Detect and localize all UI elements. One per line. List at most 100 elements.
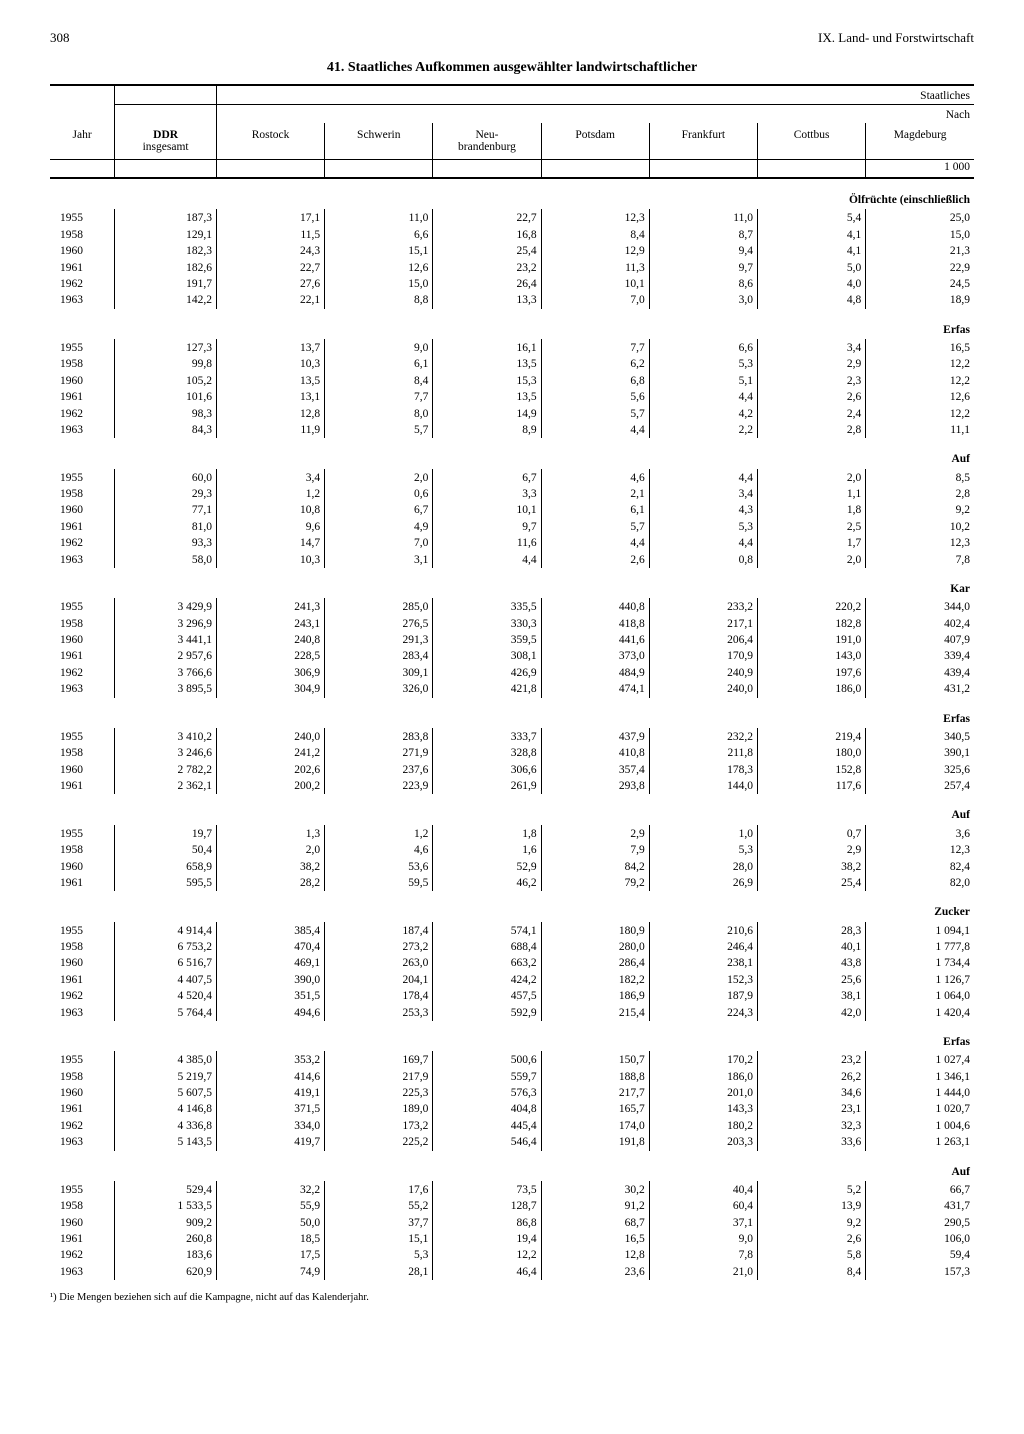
cell: 203,3 bbox=[649, 1134, 757, 1150]
cell: 1 777,8 bbox=[866, 939, 974, 955]
cell: 325,6 bbox=[866, 762, 974, 778]
cell: 6,2 bbox=[541, 356, 649, 372]
cell: 3 410,2 bbox=[115, 728, 217, 745]
cell: 1958 bbox=[50, 1198, 115, 1214]
cell: 17,1 bbox=[216, 209, 324, 226]
cell: 5,7 bbox=[541, 519, 649, 535]
cell: 283,4 bbox=[325, 648, 433, 664]
cell: 4,0 bbox=[757, 276, 865, 292]
cell: 2,0 bbox=[216, 842, 324, 858]
cell: 7,8 bbox=[866, 552, 974, 568]
section-label: Auf bbox=[50, 438, 974, 468]
cell: 165,7 bbox=[541, 1101, 649, 1117]
cell: 1 126,7 bbox=[866, 972, 974, 988]
cell: 23,6 bbox=[541, 1264, 649, 1280]
col-magdeburg: Magdeburg bbox=[866, 123, 974, 160]
cell: 240,0 bbox=[216, 728, 324, 745]
cell: 13,3 bbox=[433, 292, 541, 308]
cell: 21,3 bbox=[866, 243, 974, 259]
table-row: 1962191,727,615,026,410,18,64,024,5 bbox=[50, 276, 974, 292]
cell: 170,9 bbox=[649, 648, 757, 664]
cell: 333,7 bbox=[433, 728, 541, 745]
cell: 1955 bbox=[50, 728, 115, 745]
cell: 8,0 bbox=[325, 406, 433, 422]
cell: 2,5 bbox=[757, 519, 865, 535]
section-label: Erfas bbox=[50, 309, 974, 339]
cell: 15,3 bbox=[433, 373, 541, 389]
cell: 339,4 bbox=[866, 648, 974, 664]
cell: 217,7 bbox=[541, 1085, 649, 1101]
cell: 16,5 bbox=[866, 339, 974, 356]
cell: 3 895,5 bbox=[115, 681, 217, 697]
table-row: 19554 385,0353,2169,7500,6150,7170,223,2… bbox=[50, 1051, 974, 1068]
cell: 23,2 bbox=[757, 1051, 865, 1068]
cell: 24,5 bbox=[866, 276, 974, 292]
cell: 371,5 bbox=[216, 1101, 324, 1117]
cell: 3,4 bbox=[216, 469, 324, 486]
table-row: 1963620,974,928,146,423,621,08,4157,3 bbox=[50, 1264, 974, 1280]
cell: 241,3 bbox=[216, 598, 324, 615]
cell: 1 734,4 bbox=[866, 955, 974, 971]
cell: 186,0 bbox=[649, 1069, 757, 1085]
cell: 474,1 bbox=[541, 681, 649, 697]
data-table: Staatliches Nach Jahr DDRinsgesamt Rosto… bbox=[50, 84, 974, 1280]
cell: 16,5 bbox=[541, 1231, 649, 1247]
cell: 22,7 bbox=[433, 209, 541, 226]
cell: 1955 bbox=[50, 339, 115, 356]
cell: 9,2 bbox=[866, 502, 974, 518]
cell: 200,2 bbox=[216, 778, 324, 794]
cell: 559,7 bbox=[433, 1069, 541, 1085]
cell: 12,6 bbox=[325, 260, 433, 276]
table-row: 19553 429,9241,3285,0335,5440,8233,2220,… bbox=[50, 598, 974, 615]
cell: 359,5 bbox=[433, 632, 541, 648]
cell: 6,1 bbox=[541, 502, 649, 518]
cell: 27,6 bbox=[216, 276, 324, 292]
cell: 1,8 bbox=[757, 502, 865, 518]
cell: 188,8 bbox=[541, 1069, 649, 1085]
cell: 55,2 bbox=[325, 1198, 433, 1214]
cell: 9,7 bbox=[433, 519, 541, 535]
cell: 5,3 bbox=[649, 519, 757, 535]
cell: 144,0 bbox=[649, 778, 757, 794]
cell: 12,8 bbox=[216, 406, 324, 422]
table-row: 19554 914,4385,4187,4574,1180,9210,628,3… bbox=[50, 922, 974, 939]
cell: 241,2 bbox=[216, 745, 324, 761]
cell: 1960 bbox=[50, 762, 115, 778]
table-row: 19585 219,7414,6217,9559,7188,8186,026,2… bbox=[50, 1069, 974, 1085]
table-row: 19614 407,5390,0204,1424,2182,2152,325,6… bbox=[50, 972, 974, 988]
cell: 186,0 bbox=[757, 681, 865, 697]
table-row: 195899,810,36,113,56,25,32,912,2 bbox=[50, 356, 974, 372]
cell: 5,2 bbox=[757, 1181, 865, 1198]
table-row: 19635 143,5419,7225,2546,4191,8203,333,6… bbox=[50, 1134, 974, 1150]
table-row: 1955127,313,79,016,17,76,63,416,5 bbox=[50, 339, 974, 356]
cell: 4 385,0 bbox=[115, 1051, 217, 1068]
cell: 6,6 bbox=[325, 227, 433, 243]
cell: 306,9 bbox=[216, 665, 324, 681]
cell: 688,4 bbox=[433, 939, 541, 955]
cell: 12,2 bbox=[433, 1247, 541, 1263]
cell: 13,1 bbox=[216, 389, 324, 405]
cell: 1958 bbox=[50, 356, 115, 372]
cell: 38,2 bbox=[757, 859, 865, 875]
cell: 86,8 bbox=[433, 1215, 541, 1231]
cell: 1960 bbox=[50, 859, 115, 875]
cell: 178,4 bbox=[325, 988, 433, 1004]
cell: 2 957,6 bbox=[115, 648, 217, 664]
table-row: 196077,110,86,710,16,14,31,89,2 bbox=[50, 502, 974, 518]
cell: 105,2 bbox=[115, 373, 217, 389]
cell: 11,6 bbox=[433, 535, 541, 551]
cell: 309,1 bbox=[325, 665, 433, 681]
cell: 2,4 bbox=[757, 406, 865, 422]
table-row: 1955187,317,111,022,712,311,05,425,0 bbox=[50, 209, 974, 226]
cell: 26,9 bbox=[649, 875, 757, 891]
cell: 174,0 bbox=[541, 1118, 649, 1134]
table-row: 1961182,622,712,623,211,39,75,022,9 bbox=[50, 260, 974, 276]
cell: 4,8 bbox=[757, 292, 865, 308]
cell: 5,7 bbox=[541, 406, 649, 422]
cell: 28,2 bbox=[216, 875, 324, 891]
cell: 11,9 bbox=[216, 422, 324, 438]
cell: 127,3 bbox=[115, 339, 217, 356]
table-row: 19635 764,4494,6253,3592,9215,4224,342,0… bbox=[50, 1005, 974, 1021]
cell: 9,6 bbox=[216, 519, 324, 535]
cell: 1958 bbox=[50, 227, 115, 243]
